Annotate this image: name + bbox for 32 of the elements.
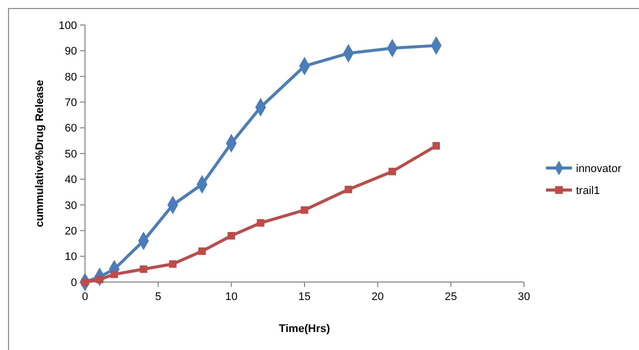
- point: [432, 142, 440, 150]
- x-tick-label: 30: [518, 291, 530, 303]
- y-tick-label: 50: [64, 148, 77, 160]
- y-tick-label: 90: [64, 46, 77, 58]
- y-tick-label: 100: [58, 20, 77, 32]
- legend-label: innovator: [576, 162, 622, 175]
- x-tick-label: 20: [372, 291, 384, 303]
- y-tick-label: 20: [64, 225, 77, 238]
- y-tick-label: 80: [64, 71, 77, 84]
- x-tick-label: 15: [298, 291, 311, 303]
- y-axis-title: cummulative%Drug Release: [34, 80, 46, 228]
- point: [256, 219, 264, 227]
- point: [198, 247, 206, 255]
- x-tick-label: 10: [225, 291, 238, 303]
- x-tick-label: 0: [82, 291, 88, 303]
- y-tick-label: 60: [64, 122, 77, 135]
- point: [140, 265, 148, 273]
- y-tick-label: 0: [70, 276, 77, 289]
- x-tick-label: 25: [444, 291, 457, 303]
- point: [388, 168, 396, 176]
- legend-label: trail1: [576, 184, 600, 197]
- x-tick-label: 5: [155, 291, 162, 303]
- y-tick-label: 70: [64, 96, 77, 109]
- y-tick-label: 40: [64, 174, 77, 186]
- point: [110, 270, 118, 278]
- point: [228, 232, 236, 240]
- point: [300, 206, 308, 214]
- point: [344, 186, 352, 194]
- y-tick-label: 30: [64, 200, 77, 212]
- x-axis-title: Time(Hrs): [278, 323, 330, 335]
- point: [169, 260, 177, 268]
- y-tick-label: 10: [64, 251, 77, 264]
